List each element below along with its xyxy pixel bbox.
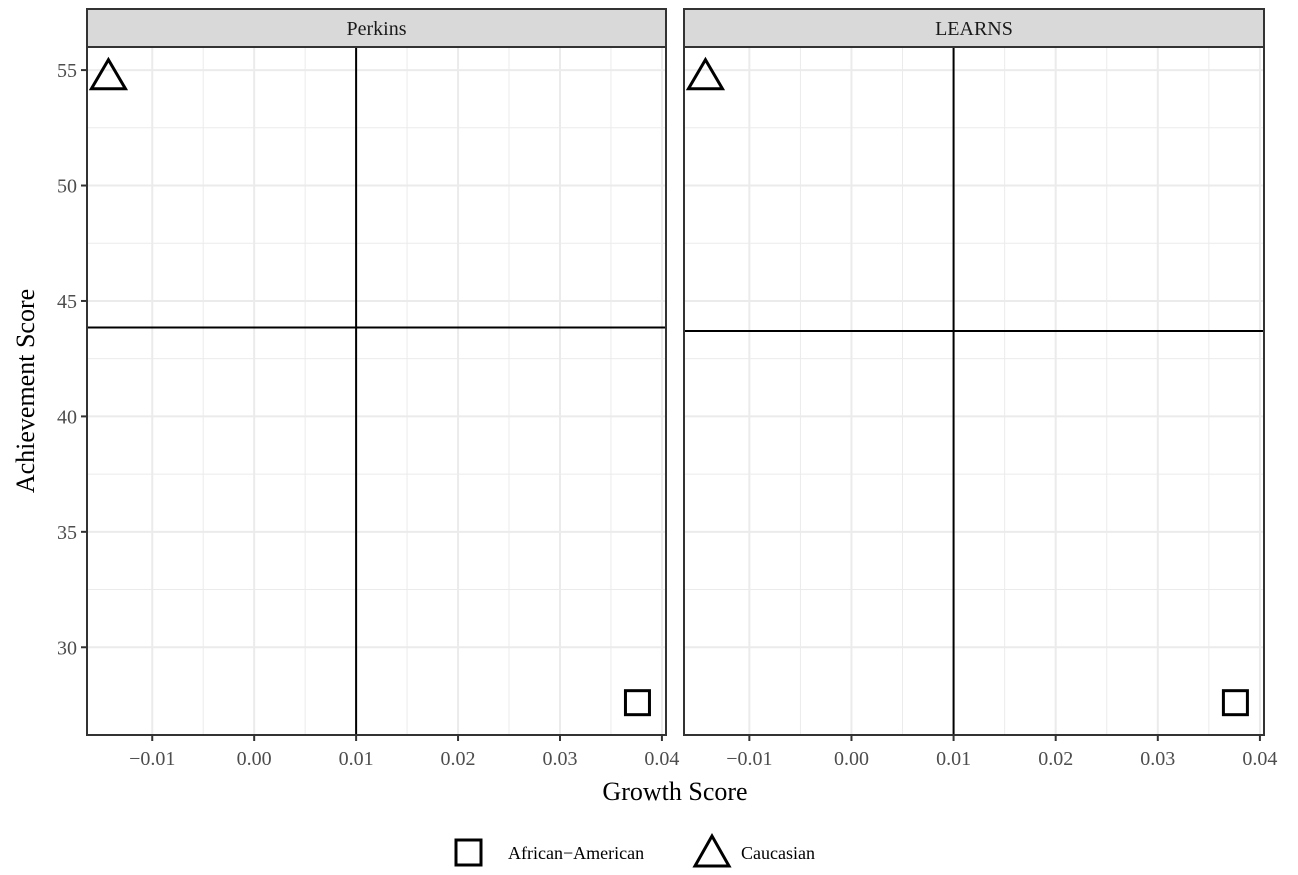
facet-strip-label: Perkins [347,18,407,40]
data-point-square [623,689,651,717]
y-tick-label: 30 [57,637,77,659]
data-point-square [1221,689,1249,717]
y-tick-label: 35 [57,522,77,544]
x-axis-title: Growth Score [602,777,747,806]
x-tick-label: 0.04 [644,748,679,770]
x-tick-label: −0.01 [726,748,772,770]
legend: African−American Caucasian [454,832,815,868]
data-point-triangle [685,56,726,91]
legend-item: Caucasian [692,832,815,868]
facet-strip [86,8,667,48]
x-tick-label: 0.03 [1140,748,1175,770]
facet-panel-learns: LEARNS −0.01 0.00 0.01 0.02 0.03 0.04 [683,8,1277,770]
legend-key-square [454,838,483,867]
x-tick-label: 0.03 [542,748,577,770]
facet-strip-label: LEARNS [935,18,1013,40]
y-tick-label: 50 [57,176,77,198]
plot-background [87,47,666,735]
legend-label: Caucasian [741,843,815,863]
x-tick-label: 0.02 [441,748,476,770]
x-tick-label: 0.00 [834,748,869,770]
x-tick-label: 0.01 [339,748,374,770]
legend-item: African−American [454,838,644,867]
facet-panel-perkins: Perkins −0.01 0.00 0.01 0.02 0.03 0.04 30 35 40 45… [57,8,679,770]
x-tick-label: 0.01 [936,748,971,770]
plot-background [684,47,1264,735]
x-tick-label: 0.04 [1242,748,1277,770]
data-point-triangle [88,56,129,91]
x-tick-label: −0.01 [129,748,175,770]
x-tick-label: 0.02 [1038,748,1073,770]
y-tick-label: 40 [57,406,77,428]
legend-key-triangle [692,832,732,868]
y-tick-label: 45 [57,291,77,313]
legend-label: African−American [508,843,644,863]
x-tick-label: 0.00 [237,748,272,770]
y-tick-label: 55 [57,60,77,82]
facet-strip [683,8,1265,48]
y-axis-title: Achievement Score [11,289,40,493]
